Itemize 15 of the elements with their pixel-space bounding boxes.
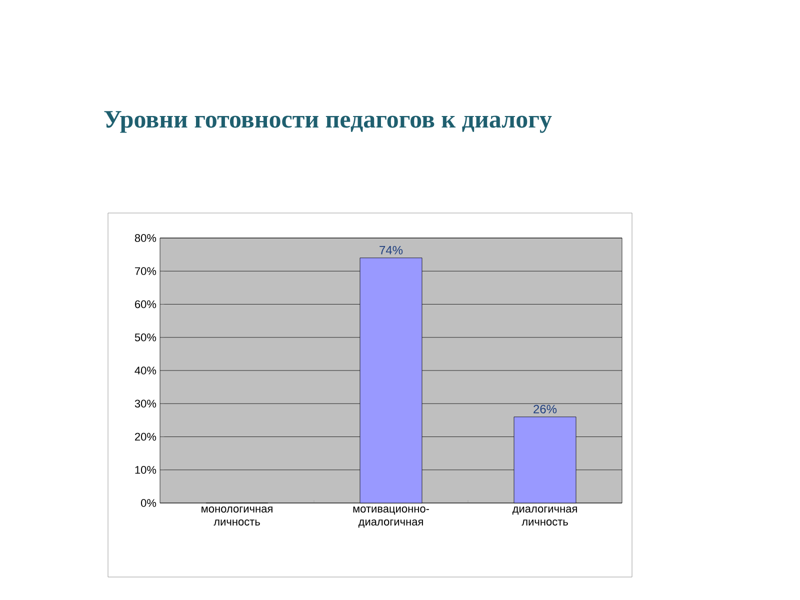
y-tick-label: 0% xyxy=(140,499,156,507)
y-tick-label: 50% xyxy=(134,334,156,342)
data-label: 74% xyxy=(380,246,403,254)
x-tick-label: монологичная личность xyxy=(202,506,272,526)
y-tick-label: 20% xyxy=(135,432,156,441)
y-tick-label: 60% xyxy=(135,300,156,308)
x-tick-label: диалогичная личность xyxy=(512,506,577,526)
data-label: 26% xyxy=(534,404,557,414)
y-tick-label: 70% xyxy=(135,267,156,276)
chart-title: Уровни готовности педагогов к диалогу xyxy=(104,111,552,133)
y-tick-label: 10% xyxy=(135,466,156,474)
y-tick-label: 30% xyxy=(134,400,156,408)
y-tick-label: 80% xyxy=(134,234,156,242)
x-tick-label: мотивационно-диалогичная xyxy=(353,506,429,528)
y-tick-label: 40% xyxy=(134,366,156,374)
